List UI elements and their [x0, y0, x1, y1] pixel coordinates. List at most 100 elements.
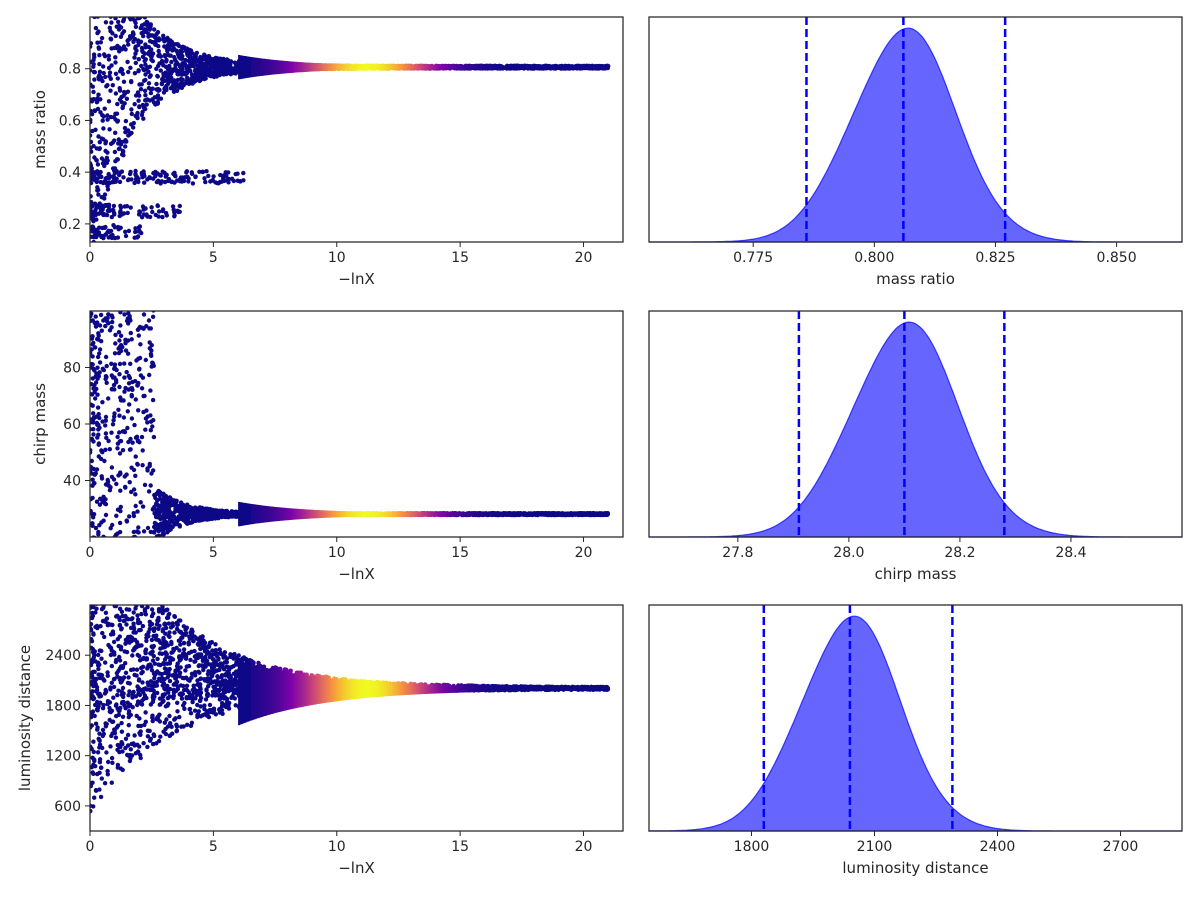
trace-point [109, 612, 113, 616]
trace-point [113, 33, 118, 39]
trace-point [94, 100, 100, 105]
trace-point [233, 171, 238, 177]
trace-band-slice [379, 65, 382, 70]
trace-point [123, 229, 128, 234]
trace-point [145, 23, 150, 28]
trace-band-slice [510, 66, 513, 69]
trace-point [190, 181, 196, 186]
trace-point [90, 354, 95, 359]
trace-point [100, 2, 104, 6]
trace-point [177, 209, 182, 214]
trace-point [138, 342, 143, 347]
trace-point [136, 592, 140, 596]
trace-band-slice [292, 61, 295, 73]
trace-point [141, 30, 146, 35]
trace-band-slice [320, 63, 323, 71]
trace-point [142, 88, 148, 94]
trace-point [139, 112, 145, 118]
trace-band-slice [314, 63, 317, 72]
trace-band-slice [263, 58, 266, 76]
trace-point [150, 86, 155, 91]
x-tick-label: 15 [451, 250, 469, 266]
trace-point [128, 4, 132, 8]
trace-point [97, 146, 102, 152]
trace-point [94, 467, 100, 472]
trace-band-slice [400, 65, 403, 69]
trace-point [203, 76, 208, 81]
trace-band-slice [473, 66, 476, 69]
trace-point [92, 8, 96, 12]
trace-point [133, 454, 138, 459]
trace-band-slice [250, 57, 253, 78]
trace-point [90, 180, 94, 186]
trace-band-slice [282, 60, 285, 74]
trace-point [133, 171, 138, 177]
trace-point [90, 99, 95, 104]
trace-band-slice [561, 66, 564, 69]
trace-band-slice [283, 60, 286, 74]
trace-point [120, 563, 124, 567]
trace-point [103, 423, 108, 428]
trace-point [109, 20, 114, 25]
trace-point [111, 477, 117, 482]
trace-point [218, 172, 223, 178]
trace-band-slice [464, 66, 467, 69]
trace-band-slice [586, 66, 589, 69]
trace-point [164, 172, 169, 178]
trace-band-slice [549, 66, 552, 69]
trace-point [119, 212, 125, 217]
trace-point [98, 97, 103, 102]
trace-point [156, 214, 161, 219]
trace-point [150, 314, 156, 319]
trace-point [106, 53, 112, 58]
y-tick-label: 0.8 [59, 62, 81, 78]
trace-point [89, 562, 93, 566]
trace-band-slice [591, 66, 594, 69]
trace-point [132, 180, 137, 186]
trace-band-slice [404, 65, 407, 69]
trace-point [137, 224, 143, 229]
trace-point [113, 17, 118, 21]
trace-point [91, 340, 96, 346]
trace-point [88, 569, 92, 573]
trace-band-slice [551, 66, 554, 69]
trace-point [93, 396, 98, 401]
trace-point [119, 599, 123, 603]
trace-point [155, 74, 160, 79]
trace-point [93, 324, 99, 329]
trace-point [120, 539, 124, 543]
trace-point [211, 174, 216, 179]
trace-point [123, 233, 129, 239]
trace-point [126, 580, 130, 584]
trace-point [96, 134, 101, 139]
trace-band-slice [595, 66, 598, 69]
trace-band-slice [299, 62, 302, 73]
trace-point [92, 108, 97, 113]
trace-point [113, 170, 119, 175]
trace-point [129, 416, 135, 421]
trace-point [149, 205, 154, 210]
trace-point [170, 204, 176, 209]
trace-point [97, 53, 102, 58]
trace-point [91, 439, 96, 444]
trace-point [133, 226, 138, 231]
trace-point [175, 61, 180, 66]
trace-point [221, 63, 227, 68]
trace-point [90, 175, 95, 180]
trace-point [159, 179, 165, 184]
trace-band-slice [259, 58, 262, 76]
trace-point [144, 324, 149, 329]
trace-band-slice [484, 66, 487, 69]
trace-point [99, 328, 105, 333]
trace-band-slice [582, 66, 585, 69]
trace-point [99, 234, 104, 240]
trace-point [120, 71, 126, 77]
trace-band-slice [562, 66, 565, 69]
trace-band-slice [339, 64, 342, 71]
trace-point [125, 89, 131, 94]
trace-point [106, 235, 111, 240]
trace-point [148, 73, 153, 78]
trace-point [118, 203, 123, 208]
trace-point [136, 525, 141, 530]
trace-point [129, 107, 134, 112]
